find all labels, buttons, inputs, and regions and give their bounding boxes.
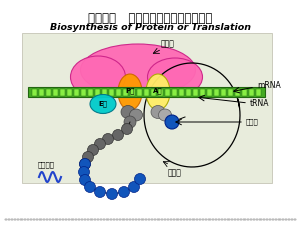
Text: P位: P位 <box>125 88 135 94</box>
Circle shape <box>128 182 140 193</box>
Circle shape <box>106 189 118 200</box>
Circle shape <box>165 115 179 129</box>
Circle shape <box>80 158 91 169</box>
Text: mRNA: mRNA <box>257 81 281 90</box>
Ellipse shape <box>118 74 142 110</box>
FancyBboxPatch shape <box>256 88 260 95</box>
FancyBboxPatch shape <box>88 88 92 95</box>
Ellipse shape <box>80 44 196 96</box>
FancyBboxPatch shape <box>102 88 106 95</box>
Circle shape <box>80 175 91 185</box>
FancyBboxPatch shape <box>32 88 37 95</box>
Text: 氨基酸: 氨基酸 <box>246 119 259 125</box>
FancyBboxPatch shape <box>235 88 239 95</box>
Ellipse shape <box>146 74 170 110</box>
FancyBboxPatch shape <box>28 87 265 97</box>
FancyBboxPatch shape <box>214 88 218 95</box>
Circle shape <box>85 182 95 193</box>
Text: Biosynthesis of Protein or Translation: Biosynthesis of Protein or Translation <box>50 23 250 32</box>
FancyBboxPatch shape <box>193 88 197 95</box>
FancyBboxPatch shape <box>144 88 148 95</box>
Text: 大亚基: 大亚基 <box>168 168 182 177</box>
Text: E位: E位 <box>98 101 107 107</box>
FancyBboxPatch shape <box>39 88 43 95</box>
FancyBboxPatch shape <box>242 88 247 95</box>
Circle shape <box>112 130 124 140</box>
FancyBboxPatch shape <box>109 88 113 95</box>
Circle shape <box>94 187 106 198</box>
Circle shape <box>80 158 91 169</box>
FancyBboxPatch shape <box>158 88 163 95</box>
FancyBboxPatch shape <box>81 88 85 95</box>
FancyBboxPatch shape <box>46 88 50 95</box>
FancyBboxPatch shape <box>228 88 232 95</box>
Circle shape <box>94 139 106 149</box>
FancyBboxPatch shape <box>67 88 71 95</box>
Text: 第十三章   蛋白质的生物合成（翻译）: 第十三章 蛋白质的生物合成（翻译） <box>88 12 212 25</box>
FancyBboxPatch shape <box>221 88 226 95</box>
Ellipse shape <box>70 56 125 98</box>
Circle shape <box>82 151 94 162</box>
Text: 新生肽链: 新生肽链 <box>38 162 55 168</box>
FancyBboxPatch shape <box>22 33 272 183</box>
FancyBboxPatch shape <box>200 88 205 95</box>
Circle shape <box>88 144 98 155</box>
FancyBboxPatch shape <box>95 88 100 95</box>
Ellipse shape <box>121 106 135 119</box>
Ellipse shape <box>158 109 172 121</box>
Circle shape <box>118 187 130 198</box>
FancyBboxPatch shape <box>172 88 176 95</box>
Circle shape <box>122 124 133 135</box>
Text: 小亚基: 小亚基 <box>161 39 175 48</box>
Ellipse shape <box>148 58 202 96</box>
FancyBboxPatch shape <box>207 88 211 95</box>
FancyBboxPatch shape <box>116 88 121 95</box>
FancyBboxPatch shape <box>179 88 184 95</box>
FancyBboxPatch shape <box>186 88 190 95</box>
Ellipse shape <box>124 116 136 128</box>
Ellipse shape <box>130 109 142 121</box>
Ellipse shape <box>151 106 165 119</box>
FancyBboxPatch shape <box>53 88 58 95</box>
FancyBboxPatch shape <box>137 88 142 95</box>
FancyBboxPatch shape <box>74 88 79 95</box>
Circle shape <box>79 166 89 178</box>
FancyBboxPatch shape <box>60 88 64 95</box>
Circle shape <box>134 173 146 184</box>
FancyBboxPatch shape <box>130 88 134 95</box>
FancyBboxPatch shape <box>165 88 169 95</box>
FancyBboxPatch shape <box>249 88 254 95</box>
FancyBboxPatch shape <box>151 88 155 95</box>
Text: A位: A位 <box>153 88 163 94</box>
Text: tRNA: tRNA <box>250 99 269 108</box>
Circle shape <box>103 133 113 144</box>
FancyBboxPatch shape <box>123 88 127 95</box>
Ellipse shape <box>90 94 116 113</box>
